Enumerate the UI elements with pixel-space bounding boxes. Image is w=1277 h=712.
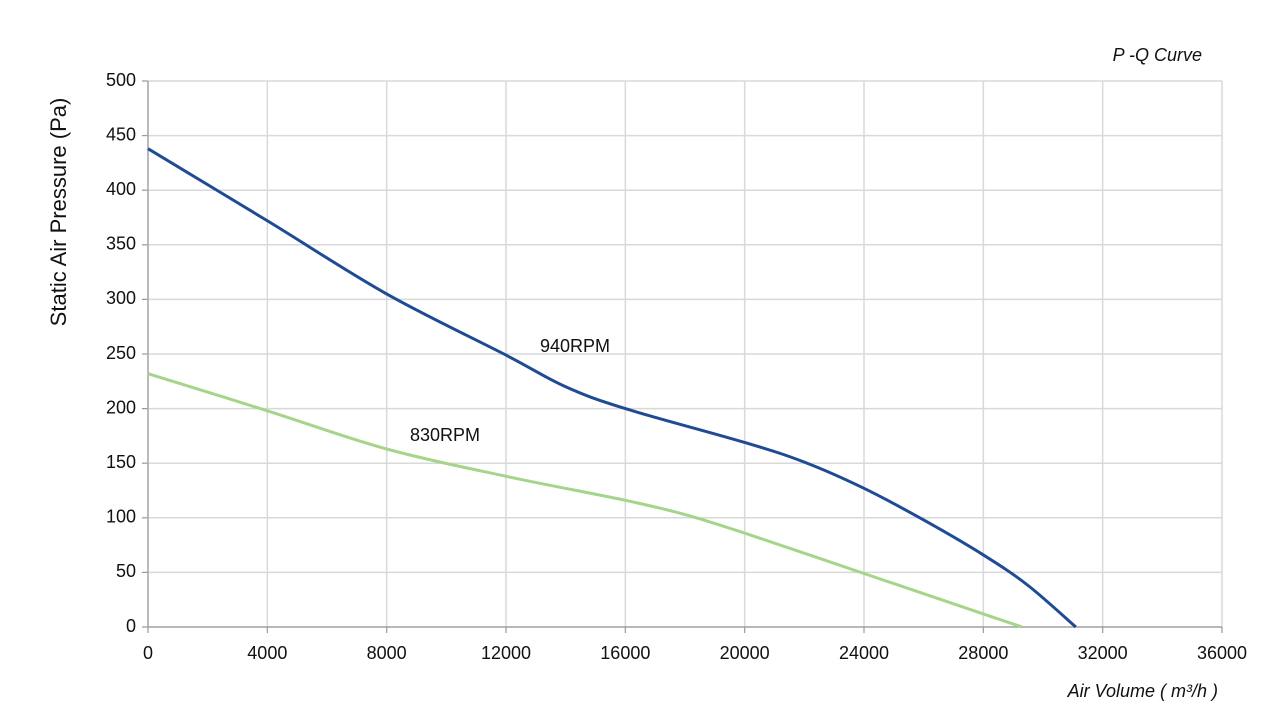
- y-tick-label: 50: [116, 561, 136, 581]
- line-series: [147, 372, 1023, 629]
- y-tick-label: 200: [106, 397, 136, 417]
- y-tick-label: 0: [126, 616, 136, 636]
- x-tick-label: 32000: [1078, 643, 1128, 663]
- x-tick-label: 36000: [1197, 643, 1247, 663]
- x-tick-label: 0: [143, 643, 153, 663]
- chart-title: P -Q Curve: [1113, 45, 1202, 65]
- x-tick-label: 16000: [600, 643, 650, 663]
- x-tick-label: 24000: [839, 643, 889, 663]
- x-tick-label: 12000: [481, 643, 531, 663]
- y-tick-label: 100: [106, 507, 136, 527]
- series-label: 830RPM: [410, 425, 480, 445]
- series-label: 940RPM: [540, 336, 610, 356]
- line-series: [147, 147, 1077, 629]
- y-tick-label: 350: [106, 234, 136, 254]
- x-tick-label: 28000: [958, 643, 1008, 663]
- x-tick-label: 8000: [367, 643, 407, 663]
- y-tick-label: 250: [106, 343, 136, 363]
- y-axis-label: Static Air Pressure (Pa): [46, 98, 71, 327]
- y-tick-label: 400: [106, 179, 136, 199]
- x-tick-label: 4000: [247, 643, 287, 663]
- x-axis-label: Air Volume ( m³/h ): [1067, 681, 1218, 701]
- y-tick-label: 300: [106, 288, 136, 308]
- y-tick-label: 150: [106, 452, 136, 472]
- y-tick-label: 450: [106, 124, 136, 144]
- x-tick-label: 20000: [720, 643, 770, 663]
- y-tick-label: 500: [106, 70, 136, 90]
